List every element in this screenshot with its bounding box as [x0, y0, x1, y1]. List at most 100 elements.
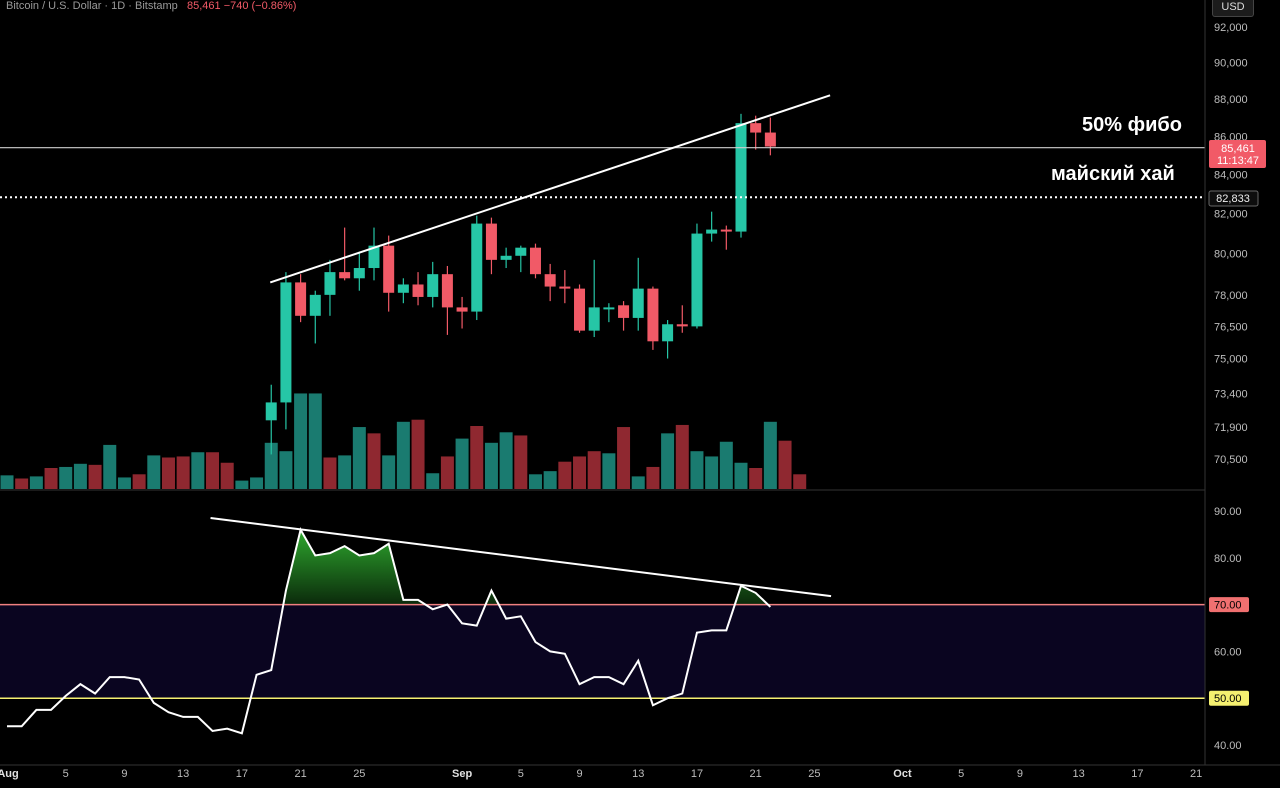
- volume-bar: [646, 466, 660, 489]
- price-levels: [0, 94, 1205, 284]
- volume-bar: [778, 440, 792, 489]
- volume-bar: [235, 480, 249, 489]
- volume-bar: [191, 452, 205, 489]
- countdown-value: 11:13:47: [1217, 155, 1259, 167]
- volume-bar: [103, 444, 117, 489]
- time-tick-label: Sep: [452, 768, 472, 780]
- price-tick-label: 70,500: [1214, 454, 1248, 466]
- candle-body: [427, 274, 439, 297]
- volume-bar: [763, 421, 777, 489]
- volume-bar: [573, 456, 587, 489]
- rsi-tick-label: 80.00: [1214, 553, 1242, 565]
- candle-body: [764, 132, 776, 147]
- time-tick-label: 5: [63, 768, 69, 780]
- rsi-line: [7, 527, 772, 735]
- time-tick-label: 5: [518, 768, 524, 780]
- time-tick-label: Aug: [0, 768, 19, 780]
- rsi-band: [0, 604, 1205, 698]
- candle-body: [471, 223, 483, 312]
- rsi-tick-label: 90.00: [1214, 506, 1242, 518]
- rsi-tick-label: 40.00: [1214, 740, 1242, 752]
- volume-bar: [44, 468, 58, 489]
- candle-body: [324, 272, 336, 295]
- candle-body: [383, 245, 395, 293]
- time-tick-label: 25: [808, 768, 820, 780]
- volume-bar: [690, 451, 704, 489]
- candle-body: [632, 288, 644, 318]
- volume-bar: [220, 462, 234, 489]
- volume-bar: [382, 455, 396, 489]
- volume-bar: [59, 466, 73, 489]
- candle-body: [574, 288, 586, 331]
- price-axis: 92,00090,00088,00086,00084,00082,00080,0…: [1209, 22, 1249, 752]
- volume-bar: [602, 453, 616, 489]
- volume-bar: [705, 456, 719, 489]
- candle-body: [515, 247, 527, 256]
- candle-body: [750, 123, 762, 133]
- volume-bar: [264, 442, 278, 489]
- candle-body: [647, 288, 659, 342]
- volume-bar: [617, 427, 631, 489]
- price-tick-label: 73,400: [1214, 389, 1248, 401]
- candle-body: [265, 402, 277, 421]
- volume-bar: [161, 457, 175, 489]
- volume-bar: [147, 455, 161, 489]
- time-tick-label: 21: [294, 768, 306, 780]
- volume-bar: [206, 452, 220, 489]
- currency-button[interactable]: USD: [1212, 0, 1254, 17]
- price-tick-label: 82,000: [1214, 209, 1248, 221]
- price-tick-label: 78,000: [1214, 290, 1248, 302]
- price-tick-label: 90,000: [1214, 58, 1248, 70]
- candle-body: [720, 229, 732, 232]
- candle-body: [603, 307, 615, 310]
- candle-body: [485, 223, 497, 260]
- candles: [265, 113, 776, 455]
- symbol-title: Bitcoin / U.S. Dollar · 1D · Bitstamp: [6, 0, 178, 12]
- volume-bar: [661, 433, 675, 489]
- volume-bar: [426, 473, 440, 489]
- volume-bar: [455, 438, 469, 489]
- volume-bar: [675, 424, 689, 489]
- volume-bar: [338, 455, 352, 489]
- candle-body: [588, 307, 600, 331]
- volume-bar: [250, 477, 264, 489]
- last-price-value: 85,461: [1221, 143, 1255, 155]
- candle-body: [618, 305, 630, 318]
- volume-bar: [719, 441, 733, 489]
- candle-body: [529, 247, 541, 275]
- price-tick-label: 88,000: [1214, 94, 1248, 106]
- time-axis: Aug 5 9 13 17 21 25 Sep 5 9 13 17 21 25 Oct 5 9 13 17 21: [0, 768, 1202, 780]
- volume-bar: [132, 474, 146, 489]
- chart-header: Bitcoin / U.S. Dollar · 1D · Bitstamp 85…: [6, 0, 296, 12]
- time-tick-label: 17: [691, 768, 703, 780]
- volume-bar: [279, 451, 293, 489]
- candle-body: [456, 307, 468, 312]
- time-tick-label: 25: [353, 768, 365, 780]
- candle-body: [559, 286, 571, 289]
- time-tick-label: 9: [121, 768, 127, 780]
- price-tick-label: 76,500: [1214, 321, 1248, 333]
- candle-body: [735, 123, 747, 232]
- time-tick-label: 5: [958, 768, 964, 780]
- price-tick-label: 75,000: [1214, 354, 1248, 366]
- rsi-tick-label: 70.00: [1214, 600, 1242, 612]
- volume-bar: [411, 419, 425, 489]
- volume-bar: [396, 421, 410, 489]
- time-tick-label: Oct: [893, 768, 912, 780]
- volume-bar: [323, 457, 337, 489]
- time-tick-label: 13: [1073, 768, 1085, 780]
- candle-body: [339, 272, 351, 279]
- candle-body: [397, 284, 409, 293]
- volume-bar: [514, 435, 528, 489]
- price-tick-label: 92,000: [1214, 22, 1248, 34]
- last-price-tag: [1209, 140, 1266, 168]
- fib-annotation: 50% фибо: [1082, 114, 1182, 136]
- time-tick-label: 17: [1131, 768, 1143, 780]
- candle-body: [309, 294, 321, 316]
- time-tick-label: 9: [1017, 768, 1023, 780]
- candle-body: [676, 324, 688, 327]
- may-high-annotation: майский хай: [1051, 163, 1175, 185]
- volume-bar: [470, 426, 484, 489]
- candle-body: [295, 282, 307, 316]
